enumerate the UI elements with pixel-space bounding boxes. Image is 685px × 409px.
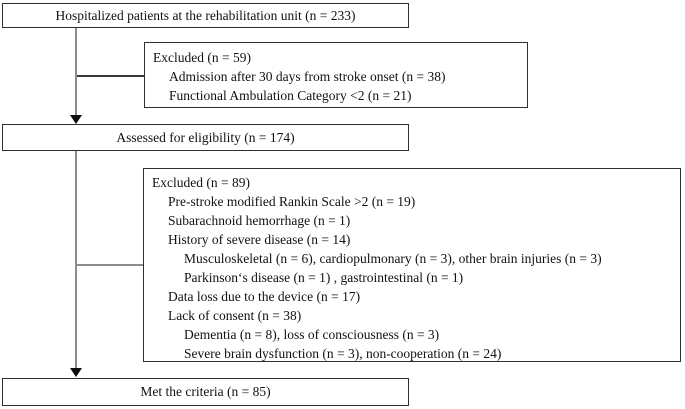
connector-vertical-line-1 [75,28,77,116]
excluded-second-item: Musculoskeletal (n = 6), cardiopulmonary… [184,251,602,266]
arrow-down-icon [70,115,82,124]
hospitalized-patients-label: Hospitalized patients at the rehabilitat… [55,7,356,23]
met-criteria-label: Met the criteria (n = 85) [140,384,271,399]
excluded-second-item: Data loss due to the device (n = 17) [168,289,361,304]
excluded-second-title: Excluded (n = 89) [152,175,250,190]
excluded-second-item: Subarachnoid hemorrhage (n = 1) [168,213,351,228]
excluded-second-item: Dementia (n = 8), loss of consciousness … [184,327,440,342]
box-assessed-eligibility: Assessed for eligibility (n = 174) [2,124,409,151]
arrow-down-icon [70,368,82,377]
excluded-second-item: Lack of consent (n = 38) [168,308,302,323]
connector-branch-line-1 [77,75,144,77]
excluded-first-item: Admission after 30 days from stroke onse… [169,69,446,84]
box-excluded-first: Excluded (n = 59) Admission after 30 day… [144,42,528,108]
assessed-eligibility-label: Assessed for eligibility (n = 174) [116,129,295,145]
box-hospitalized-patients: Hospitalized patients at the rehabilitat… [2,3,409,28]
box-excluded-second: Excluded (n = 89) Pre-stroke modified Ra… [143,168,681,362]
excluded-second-item: Pre-stroke modified Rankin Scale >2 (n =… [168,194,416,209]
excluded-second-item: Parkinson‘s disease (n = 1) , gastrointe… [184,270,464,285]
box-met-criteria: Met the criteria (n = 85) [2,378,409,406]
connector-branch-line-2 [77,264,143,266]
connector-vertical-line-2 [75,151,77,368]
excluded-first-item: Functional Ambulation Category <2 (n = 2… [169,88,412,103]
excluded-second-item: History of severe disease (n = 14) [168,232,351,247]
excluded-first-title: Excluded (n = 59) [153,50,251,65]
excluded-second-item: Severe brain dysfunction (n = 3), non-co… [184,346,502,361]
